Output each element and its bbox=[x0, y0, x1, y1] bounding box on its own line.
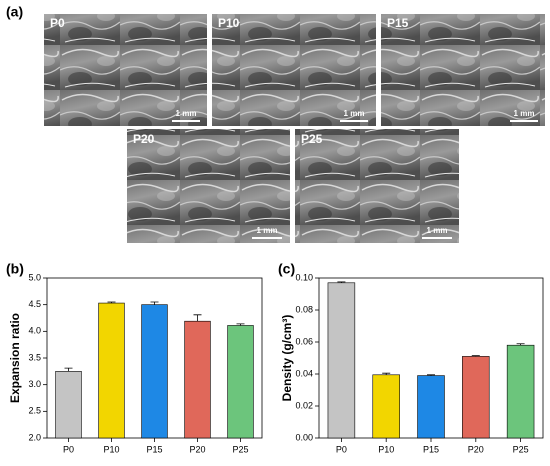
error-bar-line bbox=[107, 301, 116, 304]
error-bar bbox=[382, 372, 391, 375]
scale-bar: 1 mm bbox=[427, 226, 448, 235]
error-bar-line bbox=[150, 301, 159, 305]
bar bbox=[141, 304, 168, 439]
sem-image: P10 1 mm bbox=[212, 14, 376, 126]
bar bbox=[184, 320, 211, 439]
y-tick-label: 3.5 bbox=[28, 352, 41, 362]
scale-bar: 1 mm bbox=[514, 109, 535, 118]
sem-image: P15 1 mm bbox=[381, 14, 545, 126]
y-axis-label: Density (g/cm³) bbox=[280, 315, 294, 402]
error-bar bbox=[516, 343, 525, 346]
error-bar bbox=[236, 323, 245, 326]
figure-label: (a) bbox=[6, 4, 23, 20]
y-tick-label: 0.04 bbox=[295, 368, 313, 378]
bar bbox=[417, 375, 445, 439]
y-tick-label: 0.02 bbox=[295, 400, 313, 410]
bar bbox=[98, 302, 125, 439]
sem-image: P25 1 mm bbox=[295, 129, 459, 243]
image-label: P15 bbox=[387, 16, 409, 30]
y-tick-label: 3.0 bbox=[28, 379, 41, 389]
image-label: P10 bbox=[218, 16, 240, 30]
error-bar-line bbox=[236, 323, 245, 326]
image-label: P25 bbox=[301, 132, 323, 146]
panel-label: (b) bbox=[6, 261, 24, 277]
error-bar-line bbox=[427, 374, 435, 376]
y-tick-label: 2.5 bbox=[28, 406, 41, 416]
scale-bar: 1 mm bbox=[176, 109, 197, 118]
scale-bar: 1 mm bbox=[257, 226, 278, 235]
error-bar bbox=[337, 281, 346, 283]
y-tick-label: 0.08 bbox=[295, 304, 313, 314]
y-tick-label: 0.00 bbox=[295, 432, 313, 442]
sem-image: P20 1 mm bbox=[127, 129, 290, 243]
error-bar-line bbox=[193, 314, 202, 322]
error-bar-line bbox=[382, 372, 391, 375]
error-bar-line bbox=[516, 343, 525, 346]
y-tick-label: 2.0 bbox=[28, 432, 41, 442]
x-tick-label: P15 bbox=[423, 444, 439, 454]
x-tick-label: P20 bbox=[189, 444, 205, 454]
error-bar bbox=[107, 301, 116, 304]
bar bbox=[506, 344, 535, 439]
x-tick-label: P20 bbox=[468, 444, 484, 454]
x-tick-label: P0 bbox=[63, 444, 74, 454]
error-bar bbox=[150, 301, 159, 305]
error-bar bbox=[471, 355, 480, 357]
error-bar bbox=[64, 367, 73, 372]
error-bar-line bbox=[64, 367, 73, 372]
bar bbox=[462, 356, 490, 439]
error-bar-line bbox=[471, 355, 480, 357]
x-tick-label: P25 bbox=[513, 444, 529, 454]
bar bbox=[55, 371, 82, 439]
bar bbox=[227, 325, 254, 439]
image-label: P20 bbox=[133, 132, 155, 146]
x-tick-label: P25 bbox=[232, 444, 248, 454]
x-tick-label: P15 bbox=[146, 444, 162, 454]
y-tick-label: 5.0 bbox=[28, 272, 41, 282]
panel-label: (c) bbox=[278, 261, 295, 277]
x-tick-label: P10 bbox=[103, 444, 119, 454]
y-axis-label: Expansion ratio bbox=[8, 313, 22, 403]
error-bar bbox=[193, 314, 202, 322]
image-label: P0 bbox=[50, 16, 65, 30]
scale-bar: 1 mm bbox=[344, 109, 365, 118]
x-tick-label: P10 bbox=[378, 444, 394, 454]
error-bar bbox=[427, 374, 435, 376]
bar bbox=[372, 374, 400, 439]
x-tick-label: P0 bbox=[336, 444, 347, 454]
y-tick-label: 0.06 bbox=[295, 336, 313, 346]
sem-image: P0 1 mm bbox=[44, 14, 207, 126]
y-tick-label: 0.10 bbox=[295, 272, 313, 282]
bar bbox=[327, 282, 356, 439]
y-tick-label: 4.0 bbox=[28, 326, 41, 336]
y-tick-label: 4.5 bbox=[28, 299, 41, 309]
error-bar-line bbox=[337, 281, 346, 283]
